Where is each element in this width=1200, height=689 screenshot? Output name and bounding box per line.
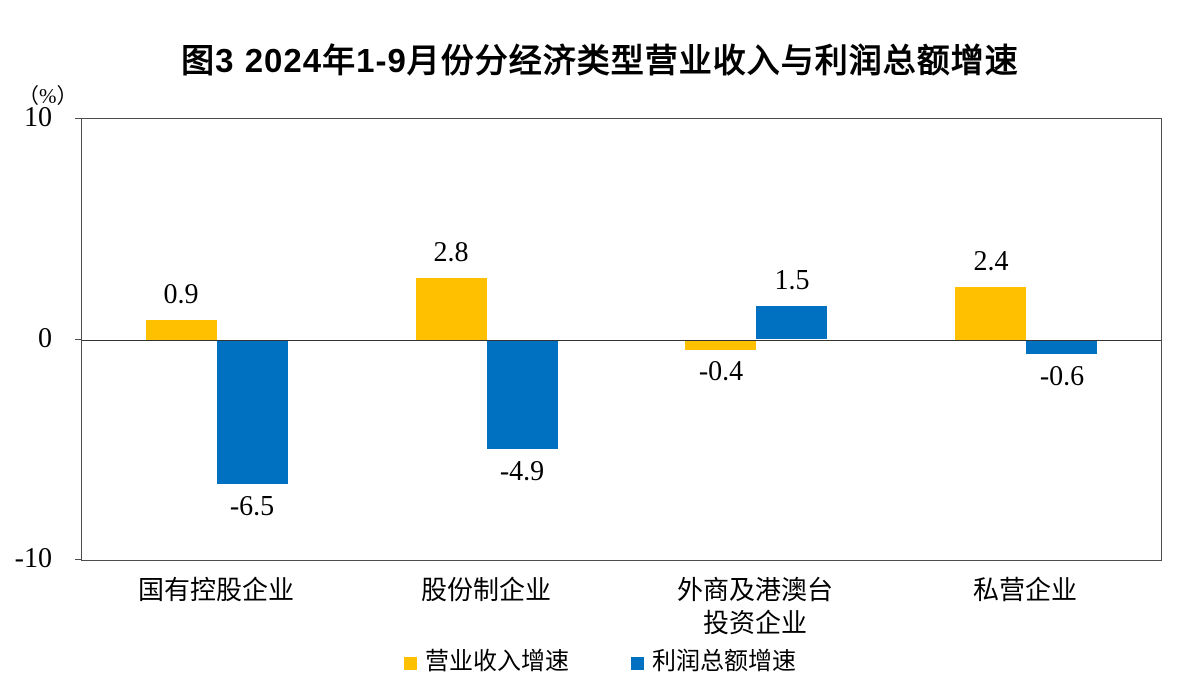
- value-label-revenue-4: 2.4: [973, 246, 1009, 277]
- value-label-profit-1: -6.5: [229, 491, 275, 522]
- plot-area: 0.9 2.8 -0.4 2.4 -6.5 -4.9 1.5 -0.6: [81, 118, 1162, 561]
- y-tick-mark: [75, 339, 81, 340]
- category-label-3: 外商及港澳台 投资企业: [676, 576, 833, 638]
- bar-revenue-2: [416, 278, 487, 340]
- zero-axis-line: [82, 340, 1161, 341]
- bar-revenue-4: [955, 287, 1026, 340]
- value-label-revenue-3: -0.4: [698, 356, 744, 387]
- y-tick-label-10: 10: [24, 102, 52, 133]
- legend-swatch-revenue: [404, 656, 417, 670]
- bar-profit-1: [217, 341, 288, 484]
- legend-item-revenue: 营业收入增速: [404, 648, 569, 676]
- value-label-revenue-2: 2.8: [433, 237, 469, 268]
- value-label-profit-3: 1.5: [774, 265, 810, 296]
- y-tick-label--10: -10: [14, 543, 52, 574]
- category-label-1: 国有控股企业: [137, 576, 294, 605]
- value-label-revenue-1: 0.9: [163, 279, 199, 310]
- legend-swatch-profit: [631, 656, 644, 670]
- bar-profit-4: [1026, 341, 1097, 354]
- y-tick-label-0: 0: [38, 323, 52, 354]
- y-tick-mark: [75, 559, 81, 560]
- category-label-2: 股份制企业: [420, 576, 551, 605]
- bar-revenue-3: [685, 341, 756, 350]
- bar-profit-3: [756, 306, 827, 339]
- bar-profit-2: [487, 341, 558, 449]
- y-tick-mark: [75, 118, 81, 119]
- value-label-profit-4: -0.6: [1039, 361, 1085, 392]
- legend: 营业收入增速 利润总额增速: [0, 648, 1200, 676]
- value-label-profit-2: -4.9: [499, 456, 545, 487]
- bar-revenue-1: [146, 320, 217, 340]
- chart-title: 图3 2024年1-9月份分经济类型营业收入与利润总额增速: [181, 42, 1019, 79]
- legend-label-profit: 利润总额增速: [652, 649, 796, 675]
- legend-label-revenue: 营业收入增速: [425, 649, 569, 675]
- y-axis-unit-label: （%）: [18, 84, 78, 108]
- legend-item-profit: 利润总额增速: [631, 648, 796, 676]
- category-label-4: 私营企业: [972, 576, 1077, 605]
